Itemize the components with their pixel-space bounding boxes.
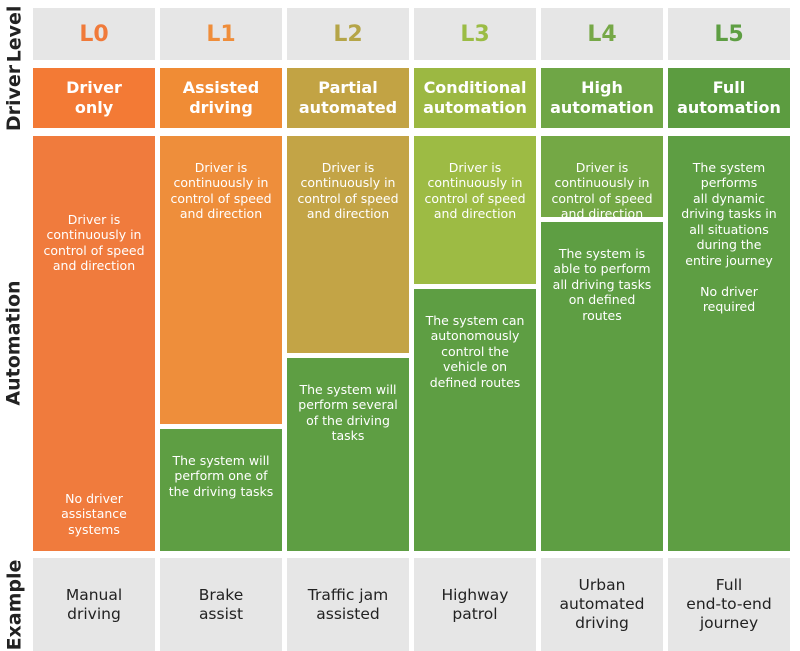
driver-cell: Assisted driving [160, 68, 282, 128]
level-column-l1: L1 Assisted driving Driver is continuous… [160, 8, 282, 651]
automation-block-system: The system will perform several of the d… [287, 358, 409, 551]
example-cell: Urban automated driving [541, 558, 663, 651]
row-label-example-text: Example [3, 559, 26, 650]
level-column-l5: L5 Full automation The system performs a… [668, 8, 790, 651]
row-label-level: Level [0, 5, 28, 63]
example-cell: Highway patrol [414, 558, 536, 651]
row-label-driver-text: Driver [3, 64, 26, 132]
level-cell: L5 [668, 8, 790, 60]
row-label-driver: Driver [0, 64, 28, 132]
automation-block-system: The system performs all dynamic driving … [668, 136, 790, 551]
driver-cell: Full automation [668, 68, 790, 128]
block-text: The system performs all dynamic driving … [681, 159, 777, 315]
automation-block-system: The system will perform one of the drivi… [160, 429, 282, 551]
block-text: Driver is continuously in control of spe… [297, 159, 399, 222]
driver-cell: Conditional automation [414, 68, 536, 128]
block-text: Driver is continuously in control of spe… [424, 159, 526, 222]
automation-block-driver: Driver is continuously in control of spe… [541, 136, 663, 221]
block-text: The system will perform one of the drivi… [168, 452, 274, 499]
driver-cell: High automation [541, 68, 663, 128]
level-cell: L3 [414, 8, 536, 60]
block-text: Driver is continuously in control of spe… [551, 159, 653, 222]
level-column-l3: L3 Conditional automation Driver is cont… [414, 8, 536, 651]
level-cell: L0 [33, 8, 155, 60]
level-cell: L4 [541, 8, 663, 60]
level-column-l0: L0 Driver only Driver is continuously in… [33, 8, 155, 651]
example-cell: Manual driving [33, 558, 155, 651]
block-text: Driver is continuously in control of spe… [43, 211, 145, 537]
block-text: The system can autonomously control the … [425, 312, 525, 390]
example-cell: Brake assist [160, 558, 282, 651]
row-label-automation-text: Automation [3, 280, 26, 406]
block-text: Driver is continuously in control of spe… [170, 159, 272, 222]
driver-cell: Partial automated [287, 68, 409, 128]
driver-cell: Driver only [33, 68, 155, 128]
row-label-level-text: Level [3, 5, 25, 63]
level-column-l4: L4 High automation Driver is continuousl… [541, 8, 663, 651]
level-cell: L1 [160, 8, 282, 60]
row-label-automation: Automation [0, 136, 28, 550]
example-cell: Traffic jam assisted [287, 558, 409, 651]
level-column-l2: L2 Partial automated Driver is continuou… [287, 8, 409, 651]
automation-block-driver: Driver is continuously in control of spe… [33, 136, 155, 551]
automation-block-system: The system can autonomously control the … [414, 289, 536, 551]
example-cell: Full end-to-end journey [668, 558, 790, 651]
automation-block-system: The system is able to perform all drivin… [541, 222, 663, 551]
level-cell: L2 [287, 8, 409, 60]
automation-block-driver: Driver is continuously in control of spe… [414, 136, 536, 284]
automation-block-driver: Driver is continuously in control of spe… [287, 136, 409, 353]
row-label-example: Example [0, 558, 28, 651]
block-text: The system will perform several of the d… [298, 381, 398, 444]
automation-block-driver: Driver is continuously in control of spe… [160, 136, 282, 424]
block-text: The system is able to perform all drivin… [552, 245, 652, 323]
